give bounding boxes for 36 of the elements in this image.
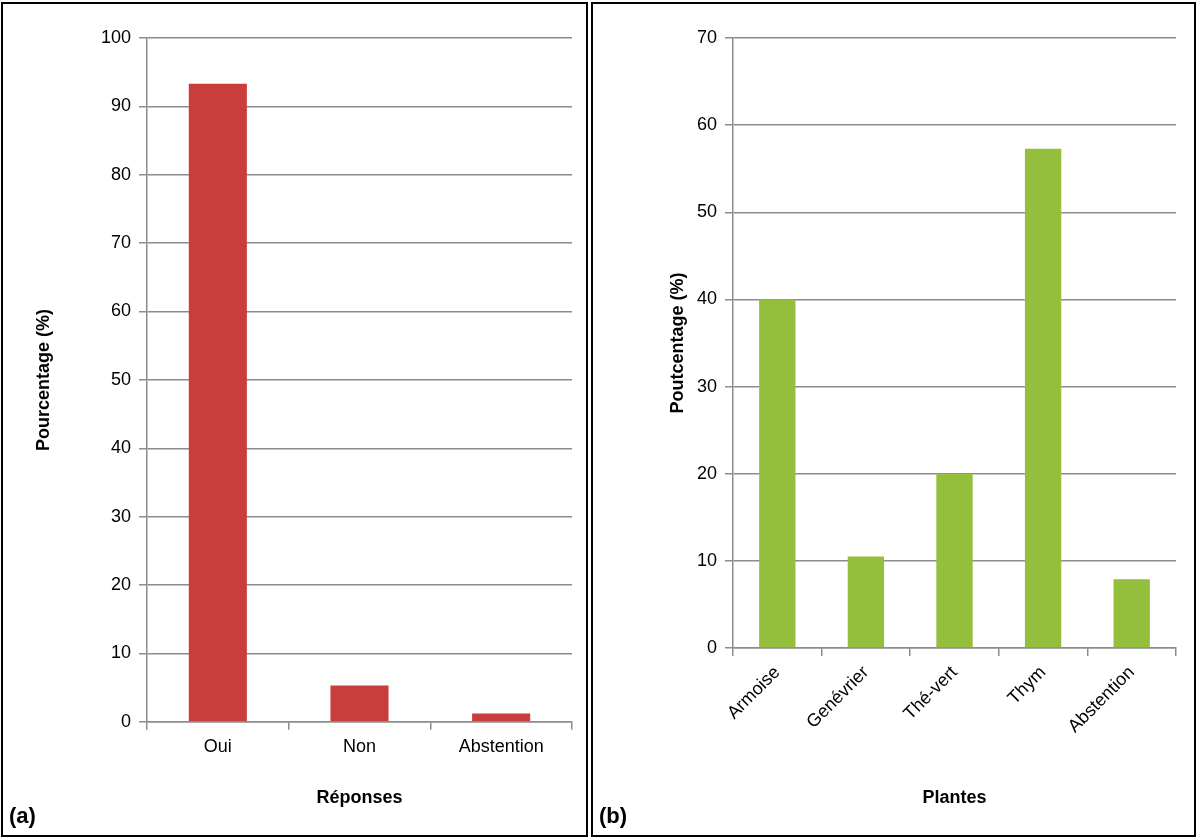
text: (a) bbox=[9, 803, 36, 829]
y-tick-label: 20 bbox=[696, 462, 717, 483]
bar bbox=[759, 299, 796, 648]
bar bbox=[1024, 148, 1062, 648]
bar bbox=[936, 473, 973, 648]
y-tick-label: 30 bbox=[696, 375, 717, 396]
x-axis-title: Réponses bbox=[316, 787, 403, 808]
y-tick-label: 30 bbox=[110, 505, 131, 526]
y-tick-label: 70 bbox=[110, 232, 131, 253]
y-tick-label: 90 bbox=[110, 95, 131, 116]
y-tick-label: 40 bbox=[696, 288, 717, 309]
y-tick-label: 10 bbox=[696, 549, 717, 570]
bar bbox=[472, 713, 531, 722]
y-tick-label: 20 bbox=[110, 574, 131, 595]
y-tick-label: 0 bbox=[706, 636, 717, 657]
x-axis-title: Plantes bbox=[922, 787, 987, 808]
y-axis-title: Poutcentage (%) bbox=[666, 272, 687, 414]
bar bbox=[847, 556, 885, 648]
y-tick-label: 80 bbox=[110, 163, 131, 184]
y-tick-label: 60 bbox=[110, 300, 131, 321]
bar bbox=[1113, 579, 1150, 648]
x-tick-label: Abstention bbox=[458, 735, 544, 756]
y-tick-label: 100 bbox=[100, 26, 131, 47]
y-tick-label: 10 bbox=[110, 642, 131, 663]
bar bbox=[330, 685, 389, 722]
y-tick-label: 50 bbox=[110, 368, 131, 389]
x-tick-label: Non bbox=[342, 735, 377, 756]
x-tick-label: Oui bbox=[203, 735, 232, 756]
bar bbox=[188, 83, 247, 722]
y-tick-label: 60 bbox=[696, 114, 717, 135]
y-tick-label: 50 bbox=[696, 201, 717, 222]
text: (b) bbox=[599, 803, 628, 829]
y-tick-label: 40 bbox=[110, 437, 131, 458]
y-axis-title: Pourcentage (%) bbox=[32, 308, 53, 451]
y-tick-label: 0 bbox=[120, 710, 131, 731]
y-tick-label: 70 bbox=[696, 26, 717, 47]
